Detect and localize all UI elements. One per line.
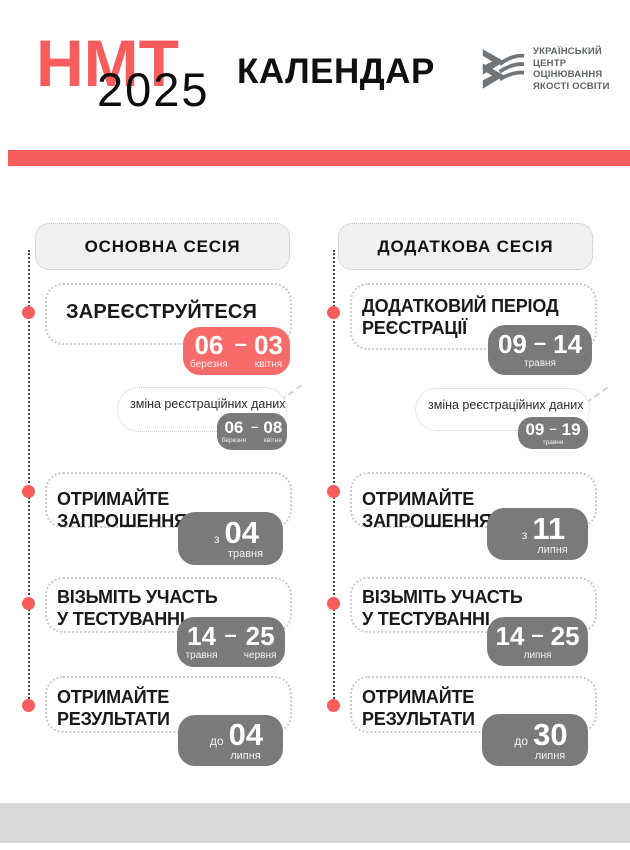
card-title: ОТРИМАЙТЕ ЗАПРОШЕННЯ xyxy=(57,489,187,531)
divider-bar xyxy=(8,150,630,166)
date-dash: – xyxy=(533,330,547,355)
card-title: зміна реєстраційних даних xyxy=(130,397,286,411)
date-badge-results-main: до 04 липня xyxy=(178,715,283,766)
card-title-line: ВІЗЬМІТЬ УЧАСТЬ xyxy=(57,587,218,607)
timeline-dot xyxy=(327,699,340,712)
date-number: 04 xyxy=(228,717,264,752)
month-end: червня xyxy=(243,650,277,661)
card-title: ОТРИМАЙТЕ ЗАПРОШЕННЯ xyxy=(362,489,492,531)
month-start: березня xyxy=(190,359,228,370)
timeline-dot xyxy=(22,699,35,712)
date-end: 19 xyxy=(561,419,581,439)
month-end: квітня xyxy=(254,359,283,370)
date-number: 11 xyxy=(532,510,566,546)
date-start: 14 xyxy=(187,621,217,651)
date-badge-register-extra: 09 – 14 травня xyxy=(488,325,592,375)
month-label: травня xyxy=(524,358,556,369)
logo-line: УКРАЇНСЬКИЙ xyxy=(533,46,602,57)
logo-text: УКРАЇНСЬКИЙ ЦЕНТР ОЦІНЮВАННЯ ЯКОСТІ ОСВІ… xyxy=(533,46,610,92)
date-end: 08 xyxy=(263,418,283,437)
ucqa-logo: УКРАЇНСЬКИЙ ЦЕНТР ОЦІНЮВАННЯ ЯКОСТІ ОСВІ… xyxy=(479,44,610,94)
date-number: 30 xyxy=(533,716,568,752)
date-start: 06 xyxy=(224,418,244,437)
month-label: травня xyxy=(542,438,564,446)
card-invitation-main: ОТРИМАЙТЕ ЗАПРОШЕННЯ xyxy=(45,472,292,531)
date-end: 14 xyxy=(553,329,583,359)
footer-bar xyxy=(0,803,630,843)
date-start: 09 xyxy=(525,419,545,439)
card-title: зміна реєстраційних даних xyxy=(428,398,584,412)
date-start: 14 xyxy=(495,620,525,651)
date-prefix: до xyxy=(209,734,224,748)
logo-line: ОЦІНЮВАННЯ xyxy=(533,69,603,80)
date-dash: – xyxy=(234,331,247,356)
timeline-dot xyxy=(22,306,35,319)
brand-text: НМТ xyxy=(36,26,179,100)
timeline-dot xyxy=(22,485,35,498)
timeline-dot xyxy=(327,597,340,610)
month-label: травня xyxy=(227,548,264,560)
session-title: ОСНОВНА СЕСІЯ xyxy=(84,236,241,256)
card-title-line: РЕЗУЛЬТАТИ xyxy=(362,709,475,729)
timeline-dot xyxy=(327,485,340,498)
timeline-extra xyxy=(333,250,335,706)
date-dash: – xyxy=(531,621,544,647)
date-dash: – xyxy=(251,419,259,434)
date-badge-change-extra: 09 – 19 травня xyxy=(518,417,588,449)
month-label: липня xyxy=(230,750,261,762)
month-start: травня xyxy=(185,650,218,661)
timeline-main xyxy=(28,250,30,706)
date-start: 09 xyxy=(497,329,527,359)
card-title-line: РЕЗУЛЬТАТИ xyxy=(57,709,170,729)
date-prefix: з xyxy=(521,527,528,542)
date-dash: – xyxy=(549,420,557,436)
date-badge-register-main: 06 березня – 03 квітня xyxy=(183,327,290,375)
month-label: липня xyxy=(537,543,568,556)
session-title: ДОДАТКОВА СЕСІЯ xyxy=(377,236,554,256)
timeline-dot xyxy=(327,306,340,319)
card-title: ЗАРЕЄСТРУЙТЕСЯ xyxy=(66,301,258,323)
card-results-extra: ОТРИМАЙТЕ РЕЗУЛЬТАТИ xyxy=(350,676,597,733)
date-badge-invitation-main: з 04 травня xyxy=(178,512,283,565)
date-end: 25 xyxy=(550,620,580,651)
month-label: липня xyxy=(523,649,552,661)
open-book-logo-icon xyxy=(479,44,526,94)
date-badge-results-extra: до 30 липня xyxy=(482,714,588,766)
card-title-line: У ТЕСТУВАННІ xyxy=(57,609,185,629)
card-title-line: ОТРИМАЙТЕ xyxy=(57,687,170,707)
date-badge-testing-extra: 14 – 25 липня xyxy=(487,617,588,666)
logo-line: ЦЕНТР xyxy=(533,57,567,69)
card-title-line: ВІЗЬМІТЬ УЧАСТЬ xyxy=(362,587,523,607)
logo-line: ЯКОСТІ ОСВІТИ xyxy=(533,80,610,92)
date-badge-invitation-extra: з 11 липня xyxy=(487,508,588,560)
date-badge-testing-main: 14 травня – 25 червня xyxy=(177,617,285,667)
connector-stub xyxy=(585,386,609,404)
date-prefix: до xyxy=(514,733,529,748)
card-title-line: ДОДАТКОВИЙ ПЕРІОД xyxy=(362,296,559,316)
date-end: 25 xyxy=(245,621,275,651)
date-dash: – xyxy=(224,622,237,647)
session-header-extra: ДОДАТКОВА СЕСІЯ xyxy=(338,223,593,270)
card-results-main: ОТРИМАЙТЕ РЕЗУЛЬТАТИ xyxy=(45,676,292,733)
date-badge-change-main: 06 березня – 08 квітня xyxy=(217,413,287,450)
brand-year: 2025 xyxy=(97,63,210,116)
card-title-line: ОТРИМАЙТЕ xyxy=(362,687,475,707)
month-end: квітня xyxy=(263,437,282,444)
session-header-main: ОСНОВНА СЕСІЯ xyxy=(35,223,290,270)
month-start: березня xyxy=(221,437,247,444)
card-title-line: У ТЕСТУВАННІ xyxy=(362,609,490,629)
card-testing-extra: ВІЗЬМІТЬ УЧАСТЬ У ТЕСТУВАННІ xyxy=(350,577,597,633)
page-title: КАЛЕНДАР xyxy=(237,52,435,91)
card-register-extra: ДОДАТКОВИЙ ПЕРІОД РЕЄСТРАЦІЇ xyxy=(350,283,597,350)
timeline-dot xyxy=(22,597,35,610)
month-label: липня xyxy=(534,749,566,762)
card-title-line: РЕЄСТРАЦІЇ xyxy=(362,318,467,338)
date-start: 06 xyxy=(194,330,224,360)
date-end: 03 xyxy=(253,330,283,360)
date-number: 04 xyxy=(224,515,259,550)
date-prefix: з xyxy=(214,532,220,546)
card-invitation-extra: ОТРИМАЙТЕ ЗАПРОШЕННЯ xyxy=(350,472,597,531)
